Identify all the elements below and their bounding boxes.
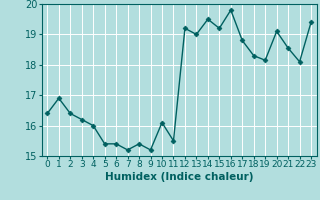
X-axis label: Humidex (Indice chaleur): Humidex (Indice chaleur)	[105, 172, 253, 182]
